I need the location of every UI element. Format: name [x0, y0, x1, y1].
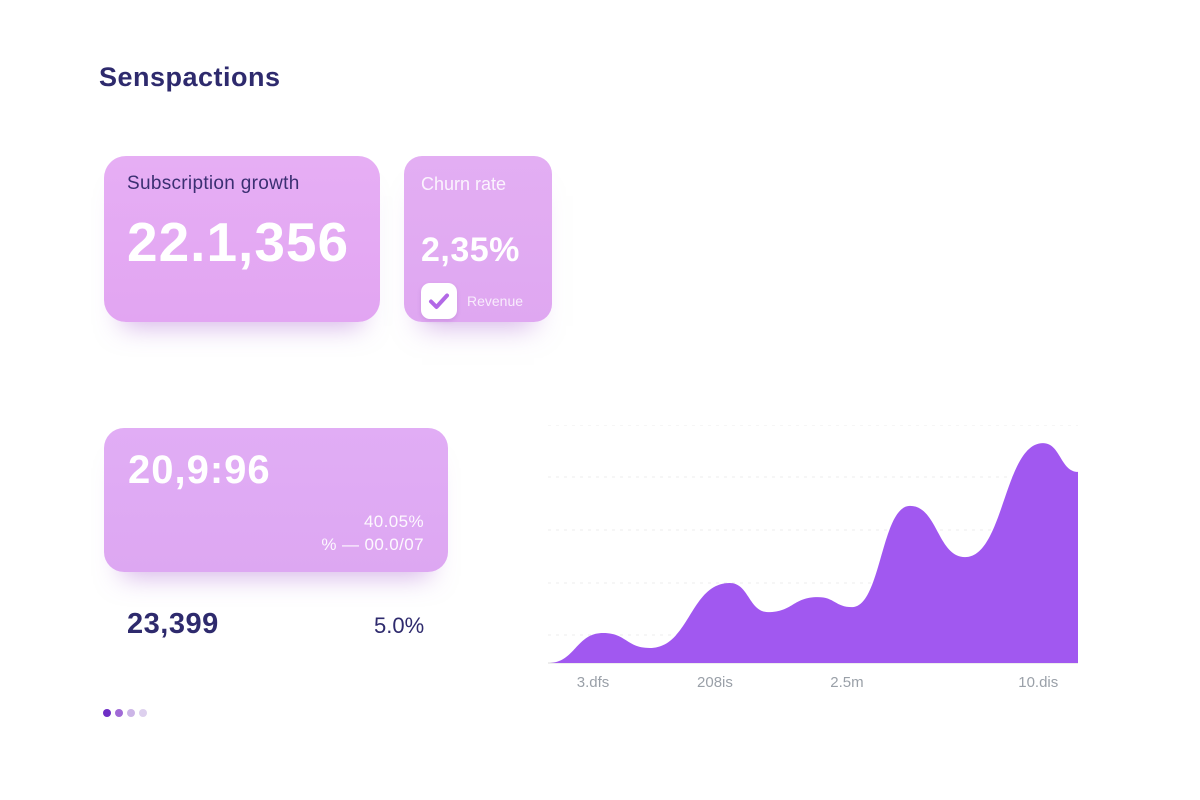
churn-rate-value: 2,35%: [421, 231, 520, 269]
subscription-growth-value: 22.1,356: [127, 211, 350, 273]
revenue-checkbox[interactable]: [421, 283, 457, 319]
trend-area-chart: 3.dfs 208is 2.5m 10.dis: [548, 425, 1078, 691]
checkmark-icon: [429, 293, 449, 309]
subscription-growth-card: Subscription growth 22.1,356: [104, 156, 380, 322]
x-axis-label-2: 208is: [697, 674, 733, 691]
revenue-checkbox-label: Revenue: [467, 293, 524, 309]
pagination-dot-1[interactable]: [103, 709, 111, 717]
churn-rate-label: Churn rate: [421, 174, 507, 194]
x-axis-label-3: 2.5m: [830, 674, 864, 691]
carousel-pagination: [103, 709, 147, 717]
trend-area-svg: [548, 425, 1078, 664]
pagination-dot-4[interactable]: [139, 709, 147, 717]
x-axis-labels: 3.dfs 208is 2.5m 10.dis: [548, 674, 1078, 694]
revenue-checkbox-row: Revenue: [421, 283, 535, 319]
total-count: 23,399: [127, 608, 219, 640]
summary-detail-line1: 40.05%: [363, 512, 424, 532]
churn-rate-card: Churn rate 2,35% Revenue: [404, 156, 552, 322]
summary-detail: 40.05% % — 00.0/07: [321, 511, 424, 557]
page-title: Senspactions: [99, 62, 281, 92]
summary-value: 20,9:96: [128, 448, 271, 492]
percent-value: 5.0%: [374, 613, 425, 638]
x-axis-label-4: 10.dis: [1018, 674, 1059, 691]
pagination-dot-3[interactable]: [127, 709, 135, 717]
summary-detail-line2: % — 00.0/07: [321, 535, 424, 555]
x-axis-label-1: 3.dfs: [576, 674, 610, 691]
summary-card: 20,9:96 40.05% % — 00.0/07: [104, 428, 448, 572]
pagination-dot-2[interactable]: [115, 709, 123, 717]
subscription-growth-label: Subscription growth: [127, 173, 300, 194]
